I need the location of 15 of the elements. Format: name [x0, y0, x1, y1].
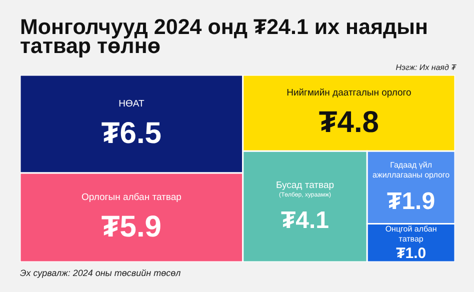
- data-label: ₮4.8: [318, 106, 379, 140]
- data-label: ₮4.1: [280, 206, 330, 234]
- data-label: ₮5.9: [101, 210, 162, 244]
- category-label: Бусад татвар: [276, 180, 334, 192]
- category-label: Онцгой албан татвар: [385, 224, 437, 244]
- text: Нэгж: Их наяд ₮: [396, 63, 456, 72]
- data-label: ₮1.9: [387, 188, 436, 216]
- category-label: Нийгмийн даатгалын орлого: [286, 88, 412, 99]
- category-label: Гадаад үйл ажиллагааны орлого: [372, 160, 450, 180]
- text: Монголчууд 2024 онд ₮24.1 их наядын татвар төлнө: [20, 15, 430, 58]
- category-label: Орлогын албан татвар: [82, 192, 182, 204]
- text: Эх сурвалж: 2024 оны төсвийн төсөл: [20, 268, 181, 278]
- category-label: НӨАТ: [118, 98, 144, 110]
- data-label: ₮1.0: [396, 245, 426, 262]
- data-label: ₮6.5: [101, 117, 162, 150]
